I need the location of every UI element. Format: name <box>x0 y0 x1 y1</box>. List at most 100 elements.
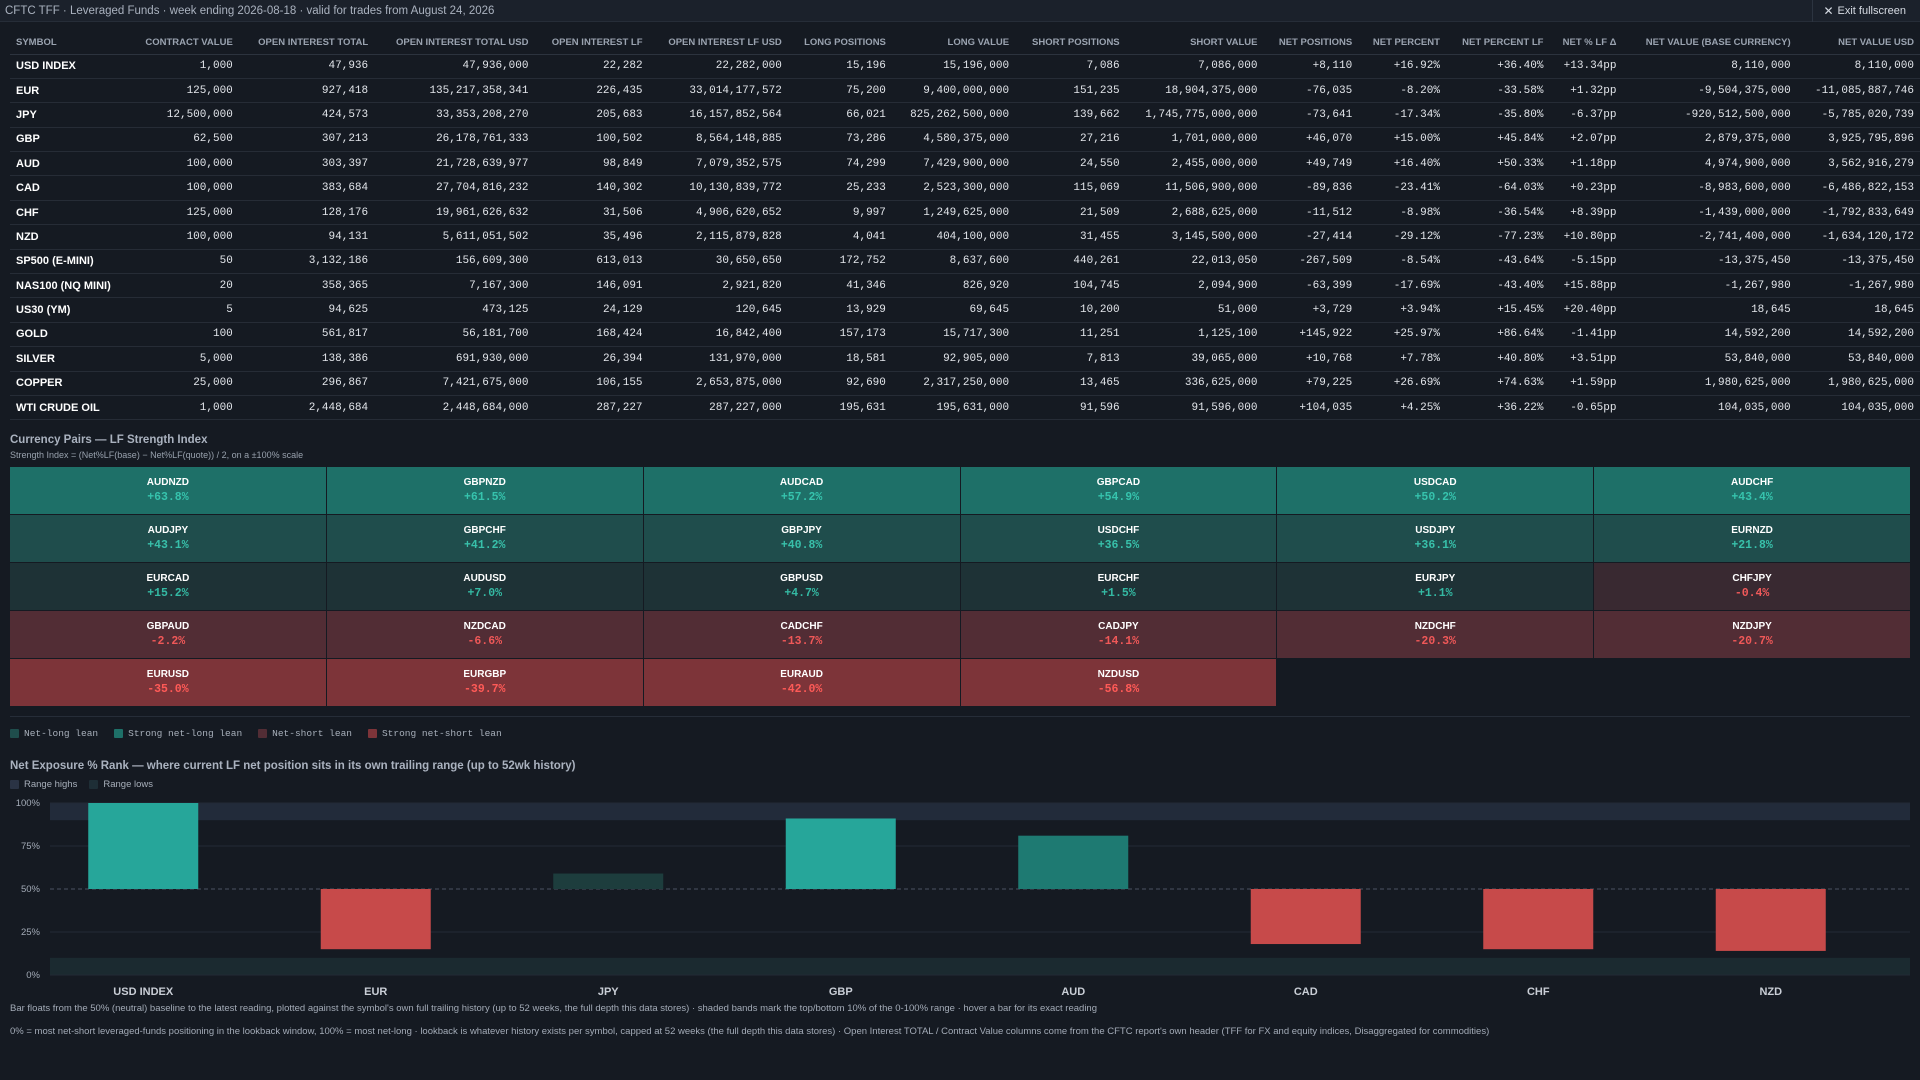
x-tick-label: EUR <box>364 986 387 998</box>
column-header[interactable]: NET POSITIONS <box>1263 32 1359 55</box>
table-row[interactable]: NAS100 (NQ MINI) 20 358,365 7,167,300 146,09… <box>10 273 1920 299</box>
table-cell: 7,079,352,575 <box>648 151 788 177</box>
table-row[interactable]: GBP 62,500 307,213 26,178,761,333 100,502 8,5… <box>10 127 1920 153</box>
pair-cell[interactable]: EURJPY +1.1% <box>1277 563 1594 611</box>
table-row[interactable]: SP500 (E-MINI) 50 3,132,186 156,609,300 613,… <box>10 249 1920 275</box>
table-cell: 1,745,775,000,000 <box>1125 102 1264 128</box>
table-row[interactable]: COPPER 25,000 296,867 7,421,675,000 106,155 2… <box>10 371 1920 396</box>
table-row[interactable]: AUD 100,000 303,397 21,728,639,977 98,849 7,0… <box>10 151 1920 177</box>
pair-cell[interactable]: AUDNZD +63.8% <box>10 467 326 515</box>
table-cell: -1,267,980 <box>1796 273 1920 299</box>
pair-cell[interactable]: GBPAUD -2.2% <box>10 611 326 659</box>
pair-cell[interactable]: NZDCHF -20.3% <box>1277 611 1594 659</box>
table-cell: +20.40pp <box>1549 297 1623 323</box>
pair-value: +7.0% <box>467 587 502 601</box>
column-header[interactable]: OPEN INTEREST TOTAL <box>238 32 375 55</box>
table-cell: 11,251 <box>1015 322 1126 348</box>
column-header[interactable]: CONTRACT VALUE <box>128 32 239 55</box>
pair-cell[interactable]: EURUSD -35.0% <box>10 659 326 707</box>
table-row[interactable]: JPY 12,500,000 424,573 33,353,208,270 205,68… <box>10 102 1920 128</box>
symbol-cell: COPPER <box>10 371 129 396</box>
table-cell: 2,448,684,000 <box>374 395 535 421</box>
table-cell: 8,564,148,885 <box>648 127 788 153</box>
table-row[interactable]: US30 (YM) 5 94,625 473,125 24,129 120,645 13,9… <box>10 297 1920 323</box>
table-cell: 5 <box>128 297 239 323</box>
table-row[interactable]: CHF 125,000 128,176 19,961,626,632 31,506 4,9… <box>10 200 1920 226</box>
pair-value: -42.0% <box>780 683 823 697</box>
table-row[interactable]: WTI CRUDE OIL 1,000 2,448,684 2,448,684,000… <box>10 395 1920 421</box>
table-row[interactable]: NZD 100,000 94,131 5,611,051,502 35,496 2,115… <box>10 224 1920 250</box>
table-body: USD INDEX 1,000 47,936 47,936,000 22,282 22,2… <box>10 54 1920 421</box>
table-cell: 296,867 <box>238 371 375 396</box>
pair-cell[interactable]: AUDJPY +43.1% <box>10 515 326 563</box>
symbol-cell: GBP <box>10 127 129 153</box>
pair-cell[interactable]: NZDJPY -20.7% <box>1594 611 1910 659</box>
table-cell: -8,983,600,000 <box>1622 175 1797 201</box>
column-header[interactable]: LONG VALUE <box>891 32 1016 55</box>
column-header[interactable]: NET PERCENT <box>1358 32 1446 55</box>
table-cell: 91,596 <box>1015 395 1126 421</box>
column-header[interactable]: SYMBOL <box>10 32 129 55</box>
pair-cell[interactable]: EURGBP -39.7% <box>326 659 643 707</box>
column-header[interactable]: LONG POSITIONS <box>787 32 892 55</box>
pair-cell[interactable]: USDCAD +50.2% <box>1277 467 1594 515</box>
pair-cell[interactable]: GBPUSD +4.7% <box>643 563 960 611</box>
table-cell: 404,100,000 <box>891 224 1016 250</box>
table-cell: 156,609,300 <box>374 249 535 275</box>
table-cell: -13,375,450 <box>1796 249 1920 275</box>
pair-cell[interactable]: NZDCAD -6.6% <box>326 611 643 659</box>
pair-cell[interactable]: AUDUSD +7.0% <box>326 563 643 611</box>
pair-cell[interactable]: NZDUSD -56.8% <box>960 659 1277 707</box>
exit-fullscreen-button[interactable]: ✕ Exit fullscreen <box>1812 0 1916 22</box>
column-header[interactable]: OPEN INTEREST TOTAL USD <box>374 32 535 55</box>
column-header[interactable]: SHORT POSITIONS <box>1015 32 1126 55</box>
pair-cell[interactable]: USDCHF +36.5% <box>960 515 1277 563</box>
table-row[interactable]: SILVER 5,000 138,386 691,930,000 26,394 131,9… <box>10 346 1920 372</box>
pair-label: AUDUSD <box>463 573 507 585</box>
table-cell: -89,836 <box>1263 175 1359 201</box>
pair-value: -20.3% <box>1414 635 1456 649</box>
pair-cell[interactable]: GBPNZD +61.5% <box>326 467 643 515</box>
pair-cell[interactable]: GBPCAD +54.9% <box>960 467 1277 515</box>
column-header[interactable]: OPEN INTEREST LF <box>534 32 649 55</box>
table-cell: 27,216 <box>1015 127 1126 153</box>
table-cell: 47,936 <box>238 54 375 79</box>
pair-cell[interactable]: EURCHF +1.5% <box>960 563 1277 611</box>
column-header[interactable]: NET PERCENT LF <box>1445 32 1550 55</box>
pair-cell[interactable]: EURAUD -42.0% <box>643 659 960 707</box>
pair-cell[interactable]: CADJPY -14.1% <box>960 611 1277 659</box>
rank-chart-title: Net Exposure % Rank — where current LF n… <box>10 760 576 773</box>
column-header[interactable]: NET VALUE (BASE CURRENCY) <box>1622 32 1797 55</box>
table-row[interactable]: EUR 125,000 927,418 135,217,358,341 226,435 3… <box>10 78 1920 104</box>
column-header[interactable]: NET % LF Δ <box>1549 32 1623 55</box>
table-cell: +13.34pp <box>1549 54 1623 79</box>
legend-swatch <box>10 729 19 739</box>
pair-cell[interactable]: CADCHF -13.7% <box>643 611 960 659</box>
table-cell: -63,399 <box>1263 273 1359 299</box>
rank-chart-svg: 0% 25% 50% 75% 100% USD INDEX EUR JPY GBP AUD CAD C… <box>16 798 1910 998</box>
table-row[interactable]: USD INDEX 1,000 47,936 47,936,000 22,282 22,2… <box>10 54 1920 79</box>
column-header[interactable]: SHORT VALUE <box>1125 32 1264 55</box>
table-cell: 424,573 <box>238 102 375 128</box>
column-header[interactable]: OPEN INTEREST LF USD <box>648 32 788 55</box>
pair-cell[interactable]: AUDCHF +43.4% <box>1594 467 1910 515</box>
pair-value: +4.7% <box>784 587 819 601</box>
table-cell: 691,930,000 <box>374 346 535 372</box>
pair-cell[interactable]: USDJPY +36.1% <box>1277 515 1594 563</box>
pair-cell[interactable]: CHFJPY -0.4% <box>1594 563 1910 611</box>
table-cell: +10.80pp <box>1549 224 1623 250</box>
table-cell: 2,688,625,000 <box>1125 200 1264 226</box>
table-row[interactable]: CAD 100,000 383,684 27,704,816,232 140,302 10… <box>10 175 1920 201</box>
pair-cell[interactable]: GBPJPY +40.8% <box>643 515 960 563</box>
table-cell: -8.20% <box>1358 78 1446 104</box>
table-cell: 16,157,852,564 <box>648 102 788 128</box>
pair-cell[interactable]: EURCAD +15.2% <box>10 563 326 611</box>
table-cell: 8,637,600 <box>891 249 1016 275</box>
table-cell: 27,704,816,232 <box>374 175 535 201</box>
pair-cell[interactable]: EURNZD +21.8% <box>1594 515 1910 563</box>
pair-cell[interactable]: GBPCHF +41.2% <box>326 515 643 563</box>
symbol-cell: GOLD <box>10 322 129 348</box>
table-row[interactable]: GOLD 100 561,817 56,181,700 168,424 16,842,40… <box>10 322 1920 348</box>
column-header[interactable]: NET VALUE USD <box>1796 32 1920 55</box>
pair-cell[interactable]: AUDCAD +57.2% <box>643 467 960 515</box>
